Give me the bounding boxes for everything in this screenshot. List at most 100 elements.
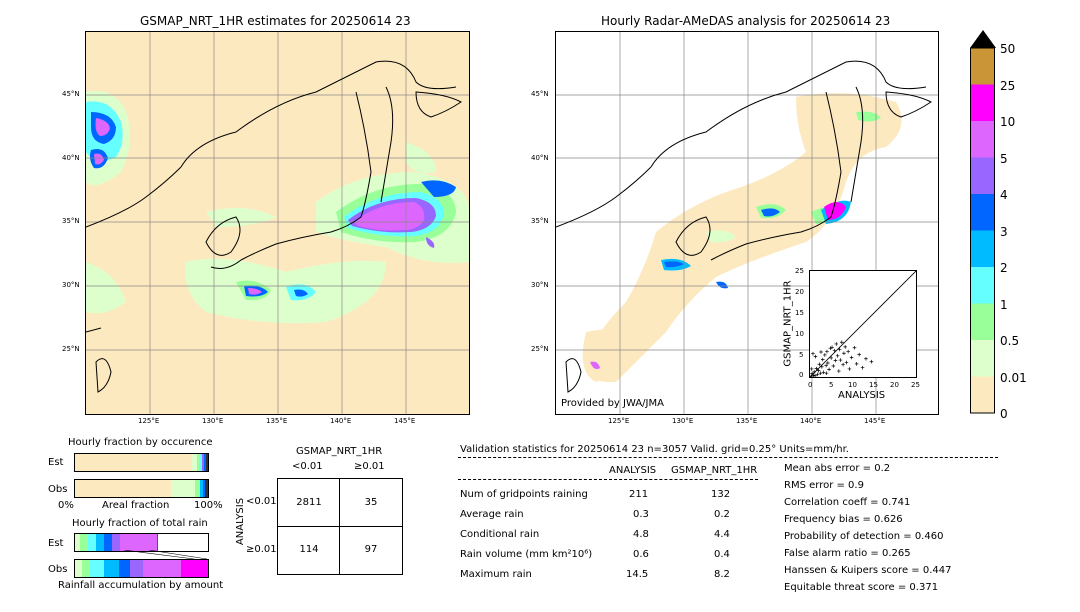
scatter-point [837, 369, 841, 373]
right-map-title: Hourly Radar-AMeDAS analysis for 2025061… [601, 14, 891, 28]
left-lon-label: 140°E [330, 417, 352, 425]
right-lat-label: 25°N [531, 345, 549, 353]
left-lat-label: 45°N [62, 90, 80, 98]
validation-col-gsmap: GSMAP_NRT_1HR [671, 465, 758, 476]
validation-header: Validation statistics for 20250614 23 n=… [460, 444, 849, 455]
scatter-xtick: 20 [890, 381, 899, 389]
scatter-point [827, 367, 831, 372]
amount-title: Hourly fraction of total rain [72, 518, 208, 529]
scatter-xtick: 5 [829, 381, 834, 389]
right-map-grid [556, 32, 938, 414]
scatter-ytick: 5 [799, 351, 804, 359]
left-coastlines [86, 60, 462, 393]
right-map: Provided by JWA/JMA [555, 31, 939, 415]
score-line: Equitable threat score = 0.371 [784, 582, 939, 593]
colorbar-label: 50 [1000, 42, 1016, 56]
colorbar-label: 0 [1000, 407, 1008, 421]
scatter-point [813, 373, 817, 377]
score-line: Mean abs error = 0.2 [784, 463, 891, 474]
scatter-xtick: 0 [808, 381, 813, 389]
occurrence-row-label: Est [48, 457, 64, 468]
colorbar-segment [970, 267, 995, 304]
scatter-point [860, 365, 865, 370]
contingency-row-ge: ≥0.01 [246, 544, 277, 555]
contingency-cell-b: 35 [364, 497, 378, 508]
colorbar-label: 4 [1000, 188, 1008, 202]
occurrence-x-right: 100% [194, 500, 223, 511]
scatter-point [849, 355, 854, 360]
right-lon-label: 130°E [672, 417, 694, 425]
scatter-diagonal [810, 271, 916, 377]
validation-row-label: Conditional rain [460, 529, 540, 540]
right-lon-label: 140°E [800, 417, 822, 425]
amount-row-label: Est [48, 538, 64, 549]
right-lat-label: 35°N [531, 217, 549, 225]
scatter-ylabel: GSMAP_NRT_1HR [782, 280, 794, 367]
colorbar-segment [970, 230, 995, 267]
right-lon-label: 145°E [864, 417, 886, 425]
validation-row-label: Num of gridpoints raining [460, 489, 588, 500]
contingency-cell-c: 114 [299, 544, 319, 555]
right-map-canvas [556, 32, 938, 414]
scatter-inset [809, 270, 917, 378]
contingency-col-lt: <0.01 [292, 461, 323, 472]
right-lat-label: 40°N [531, 154, 549, 162]
scatter-ytick: 15 [795, 309, 804, 317]
scatter-point [821, 370, 826, 375]
provider-credit: Provided by JWA/JMA [561, 398, 664, 409]
right-lat-label: 30°N [531, 281, 549, 289]
left-rain-field [86, 91, 469, 324]
scatter-point [830, 345, 834, 350]
scatter-point [815, 372, 820, 377]
contingency-row-axis: ANALYSIS [235, 497, 247, 546]
scatter-point [857, 352, 861, 357]
scatter-point [841, 362, 845, 367]
colorbar-segment [970, 48, 995, 85]
occurrence-est-bar [74, 453, 209, 472]
scatter-point [825, 349, 829, 354]
bar-segment [170, 480, 196, 497]
colorbar-label: 3 [1000, 225, 1008, 239]
contingency-cell-d: 97 [364, 544, 378, 555]
scatter-point [833, 358, 838, 363]
amount-row-label: Obs [48, 564, 68, 575]
validation-col-analysis: ANALYSIS [609, 465, 657, 476]
validation-row-analysis: 14.5 [626, 569, 649, 580]
validation-divider [458, 457, 998, 458]
left-map [85, 31, 470, 415]
validation-row-gsmap: 0.4 [714, 549, 730, 560]
validation-row-gsmap: 8.2 [714, 569, 730, 580]
colorbar-label: 2 [1000, 261, 1008, 275]
validation-row-gsmap: 132 [711, 489, 731, 500]
amount-connector-lines [123, 550, 208, 560]
scatter-point [824, 371, 829, 375]
bar-segment [205, 480, 208, 497]
colorbar-label: 5 [1000, 152, 1008, 166]
colorbar-label: 0.5 [1000, 334, 1020, 348]
scatter-plot [810, 271, 916, 377]
left-lon-label: 130°E [202, 417, 224, 425]
colorbar-segment [970, 376, 995, 413]
amount-obs-bar [74, 559, 209, 578]
colorbar-label: 1 [1000, 298, 1008, 312]
scatter-point [846, 349, 850, 354]
validation-table-divider [458, 479, 758, 480]
occurrence-x-left: 0% [58, 500, 74, 511]
scatter-xtick: 10 [848, 381, 857, 389]
scatter-xtick: 25 [911, 381, 920, 389]
occurrence-row-label: Obs [48, 484, 68, 495]
validation-row-analysis: 0.3 [633, 509, 649, 520]
scatter-point [824, 363, 828, 368]
contingency-cell-a: 2811 [296, 497, 322, 508]
occurrence-obs-bar [74, 479, 209, 498]
left-map-title: GSMAP_NRT_1HR estimates for 20250614 23 [140, 14, 411, 28]
bar-segment [120, 534, 159, 551]
scatter-point [816, 368, 821, 373]
scatter-ytick: 10 [795, 330, 804, 338]
left-lat-label: 40°N [62, 154, 80, 162]
left-lon-label: 135°E [266, 417, 288, 425]
colorbar-segment [970, 84, 995, 121]
validation-row-analysis: 211 [629, 489, 649, 500]
contingency-table: 2811 35 114 97 [277, 478, 403, 575]
right-lon-label: 125°E [608, 417, 630, 425]
